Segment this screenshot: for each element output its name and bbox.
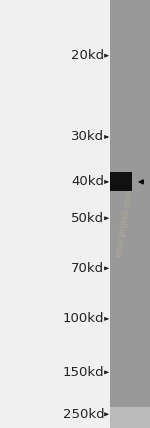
Text: 50kd: 50kd bbox=[71, 212, 104, 225]
Bar bbox=[110, 407, 150, 428]
Text: www.ptglab.com: www.ptglab.com bbox=[114, 187, 135, 258]
Text: 150kd: 150kd bbox=[63, 366, 104, 379]
Text: 100kd: 100kd bbox=[63, 312, 104, 325]
Text: 30kd: 30kd bbox=[71, 131, 104, 143]
Text: 250kd: 250kd bbox=[63, 408, 104, 421]
Text: 20kd: 20kd bbox=[71, 49, 104, 62]
Bar bbox=[110, 0, 150, 428]
Text: 70kd: 70kd bbox=[71, 262, 104, 275]
Bar bbox=[110, 172, 132, 191]
Text: 40kd: 40kd bbox=[71, 175, 104, 188]
